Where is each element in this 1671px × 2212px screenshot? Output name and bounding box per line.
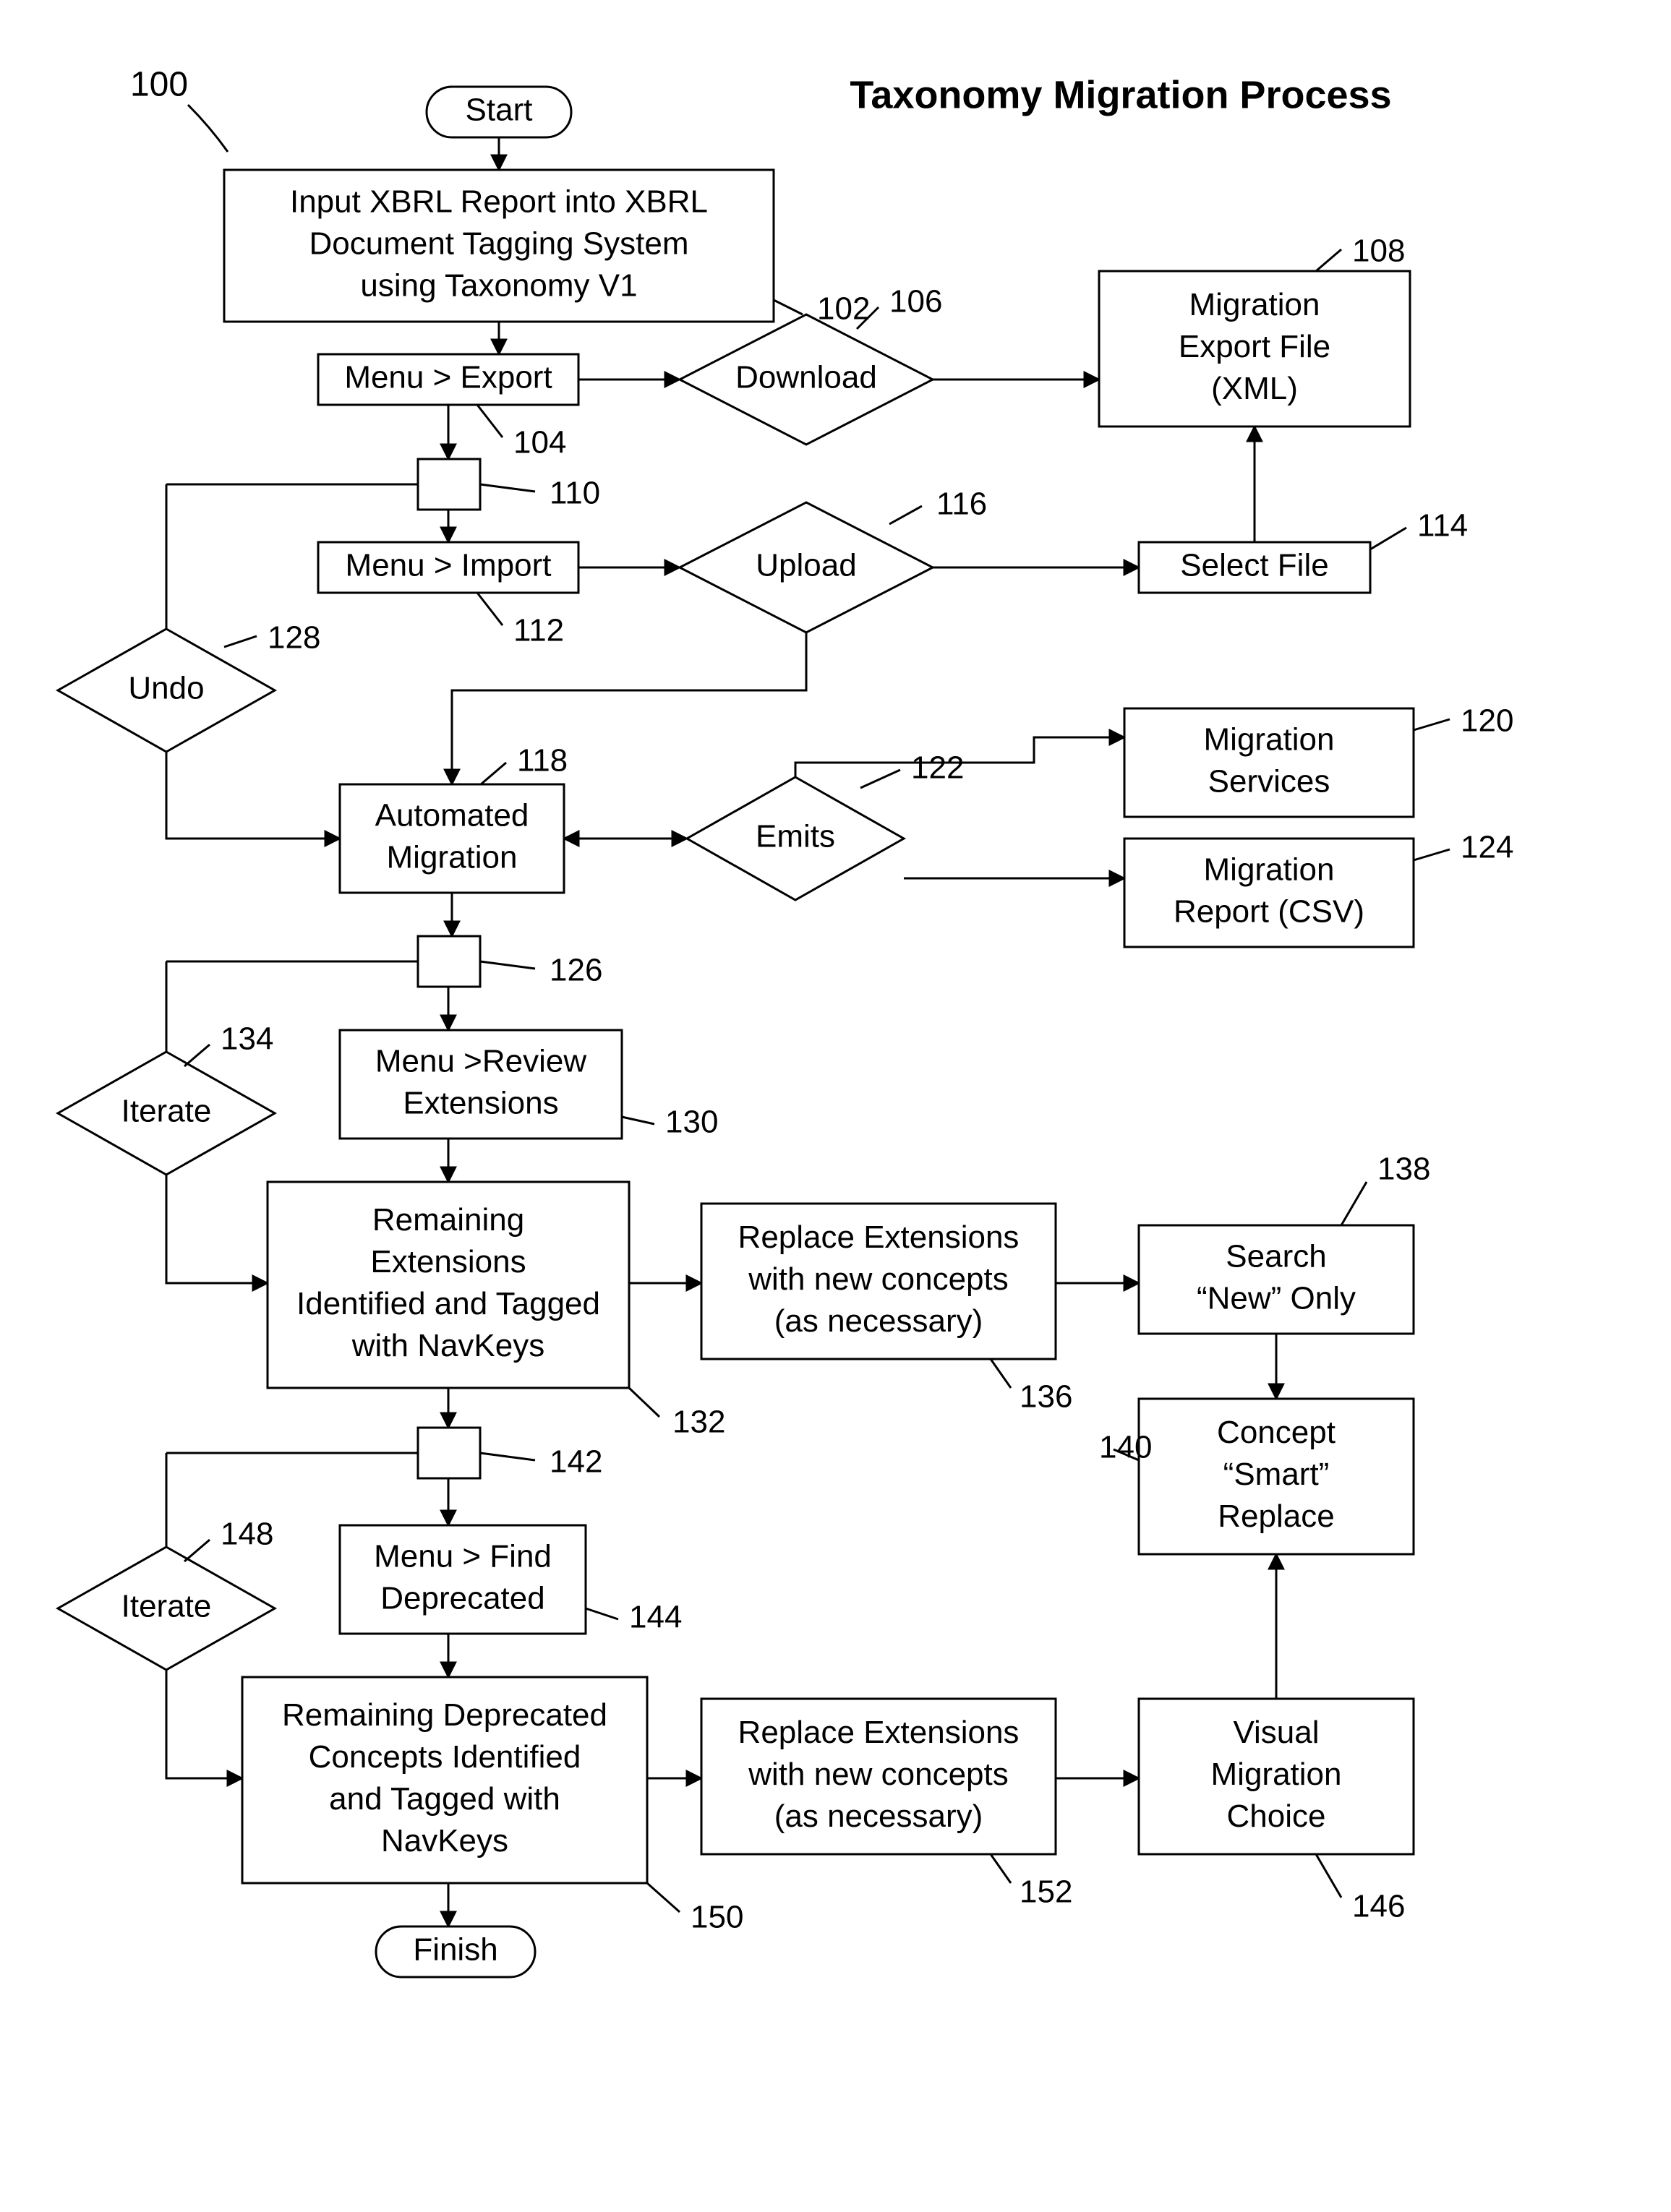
svg-text:Choice: Choice bbox=[1227, 1799, 1326, 1834]
svg-text:Finish: Finish bbox=[413, 1932, 497, 1968]
svg-text:122: 122 bbox=[911, 750, 964, 786]
svg-text:Start: Start bbox=[466, 93, 533, 128]
svg-text:140: 140 bbox=[1099, 1430, 1152, 1465]
svg-text:130: 130 bbox=[665, 1105, 718, 1140]
svg-text:Deprecated: Deprecated bbox=[380, 1581, 544, 1616]
svg-text:Replace: Replace bbox=[1218, 1499, 1334, 1534]
svg-text:Menu > Find: Menu > Find bbox=[374, 1539, 552, 1574]
svg-text:Automated: Automated bbox=[375, 798, 529, 833]
svg-text:142: 142 bbox=[550, 1444, 602, 1480]
svg-text:104: 104 bbox=[513, 425, 566, 460]
svg-text:Input XBRL Report into XBRL: Input XBRL Report into XBRL bbox=[290, 184, 708, 220]
svg-text:106: 106 bbox=[889, 284, 942, 320]
node-n142 bbox=[418, 1428, 535, 1478]
flowchart-canvas: Taxonomy Migration Process 100 Start Input … bbox=[0, 0, 1671, 2212]
svg-text:110: 110 bbox=[550, 476, 600, 511]
svg-text:132: 132 bbox=[672, 1405, 725, 1440]
svg-text:Concepts Identified: Concepts Identified bbox=[309, 1739, 581, 1775]
svg-text:118: 118 bbox=[517, 743, 568, 779]
svg-text:Replace Extensions: Replace Extensions bbox=[738, 1219, 1020, 1255]
svg-text:Replace Extensions: Replace Extensions bbox=[738, 1715, 1020, 1750]
svg-text:Report (CSV): Report (CSV) bbox=[1174, 894, 1364, 930]
svg-text:Migration: Migration bbox=[1204, 852, 1335, 888]
svg-text:NavKeys: NavKeys bbox=[381, 1823, 508, 1859]
svg-text:102: 102 bbox=[817, 291, 870, 327]
svg-text:136: 136 bbox=[1020, 1379, 1072, 1415]
svg-text:(as necessary): (as necessary) bbox=[774, 1303, 983, 1339]
svg-text:126: 126 bbox=[550, 953, 602, 988]
svg-text:114: 114 bbox=[1417, 508, 1468, 544]
svg-text:Migration: Migration bbox=[387, 840, 518, 875]
svg-text:Visual: Visual bbox=[1233, 1715, 1319, 1750]
svg-text:Remaining: Remaining bbox=[372, 1202, 524, 1238]
svg-text:(as necessary): (as necessary) bbox=[774, 1799, 983, 1834]
node-n110 bbox=[418, 459, 535, 510]
node-n126 bbox=[418, 936, 535, 987]
svg-text:Upload: Upload bbox=[756, 548, 856, 583]
svg-text:Menu >Review: Menu >Review bbox=[375, 1044, 586, 1079]
svg-text:Migration: Migration bbox=[1204, 722, 1335, 758]
svg-text:134: 134 bbox=[221, 1021, 273, 1057]
svg-text:“New” Only: “New” Only bbox=[1197, 1281, 1356, 1316]
svg-text:using Taxonomy V1: using Taxonomy V1 bbox=[360, 268, 637, 304]
svg-text:Emits: Emits bbox=[756, 819, 835, 854]
svg-text:144: 144 bbox=[629, 1600, 682, 1635]
svg-text:124: 124 bbox=[1461, 830, 1513, 865]
svg-text:with new concepts: with new concepts bbox=[748, 1261, 1009, 1297]
svg-text:Export File: Export File bbox=[1179, 329, 1330, 364]
svg-text:“Smart”: “Smart” bbox=[1223, 1457, 1330, 1492]
svg-text:Taxonomy Migration Process: Taxonomy Migration Process bbox=[850, 73, 1391, 116]
svg-text:with NavKeys: with NavKeys bbox=[351, 1328, 545, 1363]
svg-text:with new concepts: with new concepts bbox=[748, 1757, 1009, 1792]
svg-text:100: 100 bbox=[130, 66, 188, 104]
svg-text:128: 128 bbox=[268, 620, 320, 656]
svg-text:150: 150 bbox=[691, 1900, 743, 1935]
svg-text:Search: Search bbox=[1226, 1239, 1326, 1274]
svg-text:146: 146 bbox=[1352, 1889, 1405, 1924]
svg-text:152: 152 bbox=[1020, 1874, 1072, 1910]
svg-text:Migration: Migration bbox=[1211, 1757, 1342, 1792]
svg-text:Download: Download bbox=[735, 360, 877, 395]
svg-text:Select File: Select File bbox=[1180, 548, 1328, 583]
svg-text:Extensions: Extensions bbox=[370, 1244, 526, 1279]
svg-text:Services: Services bbox=[1208, 764, 1330, 800]
svg-text:Remaining Deprecated: Remaining Deprecated bbox=[282, 1697, 607, 1733]
svg-text:Extensions: Extensions bbox=[403, 1086, 558, 1121]
svg-text:138: 138 bbox=[1377, 1152, 1430, 1187]
svg-text:108: 108 bbox=[1352, 233, 1405, 269]
svg-text:Menu > Export: Menu > Export bbox=[344, 360, 552, 395]
svg-text:Migration: Migration bbox=[1189, 287, 1320, 322]
svg-text:116: 116 bbox=[936, 486, 987, 522]
svg-text:148: 148 bbox=[221, 1517, 273, 1552]
svg-text:120: 120 bbox=[1461, 703, 1513, 739]
svg-text:Iterate: Iterate bbox=[121, 1094, 212, 1129]
svg-text:Iterate: Iterate bbox=[121, 1589, 212, 1624]
svg-text:and Tagged with: and Tagged with bbox=[329, 1781, 560, 1817]
svg-text:Undo: Undo bbox=[128, 671, 204, 706]
svg-text:Concept: Concept bbox=[1217, 1415, 1335, 1450]
svg-text:Identified and Tagged: Identified and Tagged bbox=[296, 1286, 600, 1321]
svg-text:Document Tagging System: Document Tagging System bbox=[309, 226, 688, 262]
svg-text:Menu > Import: Menu > Import bbox=[346, 548, 552, 583]
svg-text:112: 112 bbox=[513, 613, 564, 648]
svg-text:(XML): (XML) bbox=[1211, 371, 1298, 406]
